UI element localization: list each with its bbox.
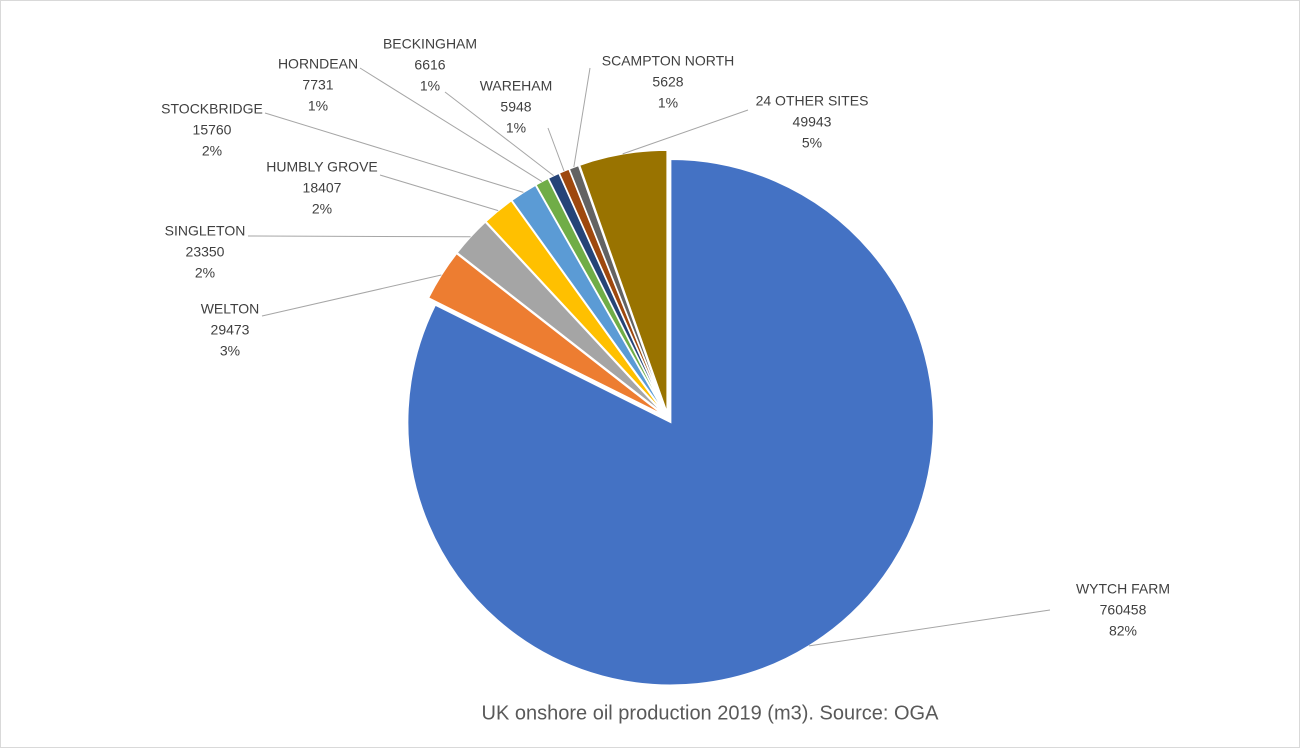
slice-label-percent: 2% xyxy=(202,143,222,159)
leader-line xyxy=(622,109,749,155)
slice-label-value: 15760 xyxy=(193,122,232,138)
slice-label-value: 23350 xyxy=(186,244,225,260)
slice-label-percent: 1% xyxy=(308,98,328,114)
slice-label-percent: 1% xyxy=(420,78,440,94)
leader-line xyxy=(573,67,591,168)
chart-title: UK onshore oil production 2019 (m3). Sou… xyxy=(482,702,940,724)
slice-label-percent: 1% xyxy=(658,95,678,111)
slice-label-percent: 82% xyxy=(1109,623,1137,639)
leader-line xyxy=(808,609,1051,647)
slice-label-value: 29473 xyxy=(211,322,250,338)
leader-line xyxy=(444,91,554,177)
slice-label-value: 760458 xyxy=(1100,602,1147,618)
slice-label-name: BECKINGHAM xyxy=(383,36,477,52)
slice-label-value: 18407 xyxy=(303,180,342,196)
slice-label-percent: 2% xyxy=(195,265,215,281)
leader-line xyxy=(261,274,442,317)
pie-slice xyxy=(578,149,668,414)
slice-label-name: STOCKBRIDGE xyxy=(161,101,263,117)
leader-line xyxy=(379,174,499,212)
slice-label-value: 5628 xyxy=(652,74,683,90)
slice-label-name: WYTCH FARM xyxy=(1076,581,1170,597)
slice-label-name: WAREHAM xyxy=(480,78,553,94)
leader-line xyxy=(547,127,565,172)
slice-label-value: 7731 xyxy=(302,77,333,93)
slice-label-name: 24 OTHER SITES xyxy=(756,93,869,109)
leader-line xyxy=(264,112,524,193)
slice-label-percent: 5% xyxy=(802,135,822,151)
slice-label-percent: 3% xyxy=(220,343,240,359)
slice-label-value: 6616 xyxy=(414,57,445,73)
slice-label-value: 49943 xyxy=(793,114,832,130)
pie-slice xyxy=(406,158,935,686)
slice-label-value: 5948 xyxy=(500,99,531,115)
slice-label-name: SCAMPTON NORTH xyxy=(602,53,735,69)
slice-label-percent: 2% xyxy=(312,201,332,217)
leader-line xyxy=(359,67,543,182)
slice-label-name: WELTON xyxy=(201,301,260,317)
leader-line xyxy=(247,235,471,238)
slice-label-name: SINGLETON xyxy=(165,223,246,239)
slice-label-percent: 1% xyxy=(506,120,526,136)
slice-label-name: HUMBLY GROVE xyxy=(266,159,378,175)
slice-label-name: HORNDEAN xyxy=(278,56,358,72)
